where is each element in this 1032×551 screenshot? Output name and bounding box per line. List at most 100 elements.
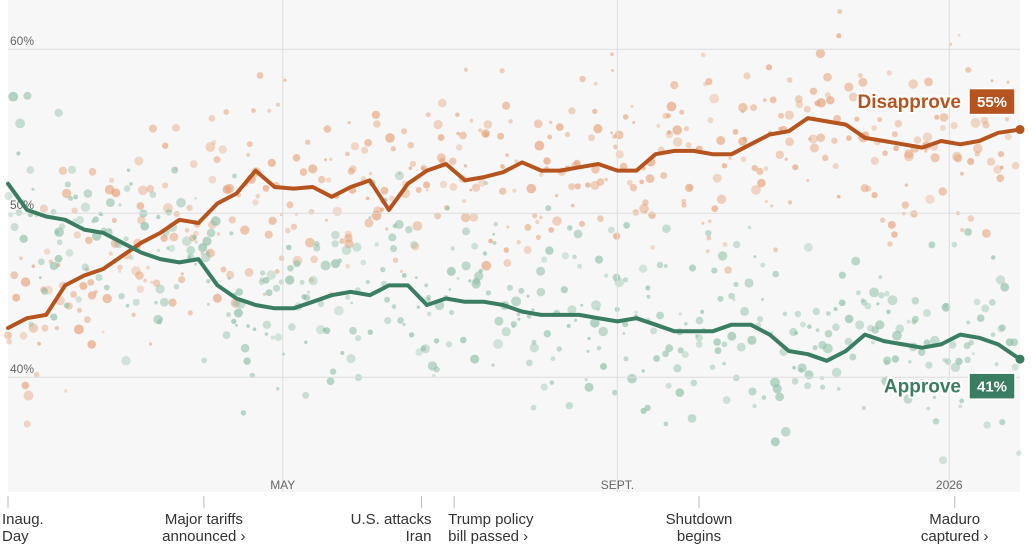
poll-dot: [623, 277, 629, 283]
poll-dot: [627, 373, 637, 384]
poll-dot: [274, 269, 280, 274]
poll-dot: [347, 121, 351, 125]
poll-dot: [925, 194, 935, 204]
poll-dot: [499, 68, 505, 74]
poll-dot: [976, 314, 985, 323]
poll-dot: [285, 227, 291, 234]
poll-dot: [166, 246, 170, 250]
poll-dot: [784, 157, 788, 161]
poll-dot: [854, 116, 860, 122]
poll-dot: [672, 137, 683, 147]
poll-dot: [202, 236, 212, 246]
poll-dot: [176, 197, 186, 208]
poll-dot: [714, 347, 722, 355]
poll-dot: [604, 273, 609, 278]
poll-dot: [168, 244, 176, 252]
poll-dot: [887, 241, 893, 247]
poll-dot: [822, 343, 833, 354]
event-markers[interactable]: Inaug. Day Major tariffs announced › U.S. at…: [2, 496, 988, 545]
poll-dot: [763, 166, 769, 171]
poll-dot: [997, 325, 1005, 333]
poll-dot: [409, 240, 418, 249]
event-link[interactable]: Trump policy bill passed ›: [448, 511, 534, 545]
poll-dot: [233, 308, 243, 318]
poll-dot: [288, 323, 296, 331]
poll-dot: [526, 294, 530, 298]
poll-dot: [705, 249, 710, 254]
poll-dot: [707, 219, 712, 224]
poll-dot: [324, 158, 327, 162]
poll-dot: [446, 266, 456, 276]
poll-dot: [469, 188, 473, 192]
poll-dot: [794, 310, 802, 318]
poll-dot: [703, 82, 708, 87]
poll-dot: [770, 204, 774, 208]
poll-dot: [886, 309, 891, 315]
poll-dot: [385, 133, 395, 143]
poll-dot: [426, 297, 431, 302]
poll-dot: [565, 402, 573, 410]
poll-dot: [330, 259, 341, 269]
poll-dot: [485, 290, 492, 296]
poll-dot: [223, 109, 230, 115]
poll-dot: [960, 228, 965, 233]
poll-dot: [797, 363, 807, 373]
approve-value-badge: [968, 372, 1016, 400]
poll-dot: [784, 110, 795, 120]
poll-dot: [650, 327, 658, 335]
poll-dot: [973, 143, 983, 154]
poll-dot: [948, 341, 957, 349]
poll-dot: [75, 216, 84, 225]
poll-dot: [23, 91, 32, 100]
poll-dot: [37, 341, 41, 346]
poll-dot: [461, 261, 471, 271]
poll-dot: [228, 216, 236, 224]
poll-dot: [970, 118, 981, 128]
poll-dot: [892, 330, 902, 341]
poll-dot: [594, 255, 604, 264]
trend-lines: [6, 116, 1025, 364]
poll-dot: [666, 101, 677, 112]
poll-dot: [808, 134, 818, 144]
poll-dot: [216, 232, 221, 236]
poll-dot: [252, 327, 257, 332]
poll-dot: [460, 212, 471, 223]
poll-dot: [775, 392, 784, 402]
poll-dot: [933, 98, 939, 105]
poll-dot: [706, 235, 712, 241]
poll-dot: [732, 240, 741, 249]
poll-dot: [878, 292, 885, 299]
poll-dot: [665, 113, 671, 119]
poll-dot: [716, 136, 726, 145]
poll-dot: [1004, 117, 1010, 122]
poll-dot: [932, 418, 940, 425]
poll-dot: [541, 256, 548, 263]
poll-dot: [399, 269, 404, 273]
poll-dot: [681, 198, 687, 204]
poll-dot: [778, 112, 785, 119]
poll-dot: [40, 287, 49, 295]
poll-dot: [611, 68, 615, 72]
poll-dot: [497, 132, 505, 140]
event-link[interactable]: Major tariffs announced ›: [162, 511, 245, 545]
poll-dot: [104, 184, 115, 195]
event-link[interactable]: Maduro captured ›: [921, 511, 989, 545]
poll-dot: [773, 247, 778, 253]
poll-dot: [701, 221, 705, 225]
poll-dot: [681, 351, 689, 359]
poll-dot: [604, 177, 608, 182]
poll-dot: [439, 180, 448, 189]
poll-dot: [894, 119, 903, 128]
poll-dot: [482, 251, 488, 256]
poll-dot: [678, 312, 682, 316]
poll-dot: [12, 293, 21, 302]
poll-dot: [187, 310, 193, 316]
x-tick-label: SEPT.: [601, 478, 634, 492]
poll-dot: [178, 276, 186, 284]
poll-dot: [100, 213, 104, 217]
poll-dot: [893, 145, 899, 152]
poll-dot: [846, 135, 852, 141]
poll-dot: [129, 182, 133, 186]
poll-dot: [941, 302, 951, 312]
poll-dot: [833, 114, 842, 123]
